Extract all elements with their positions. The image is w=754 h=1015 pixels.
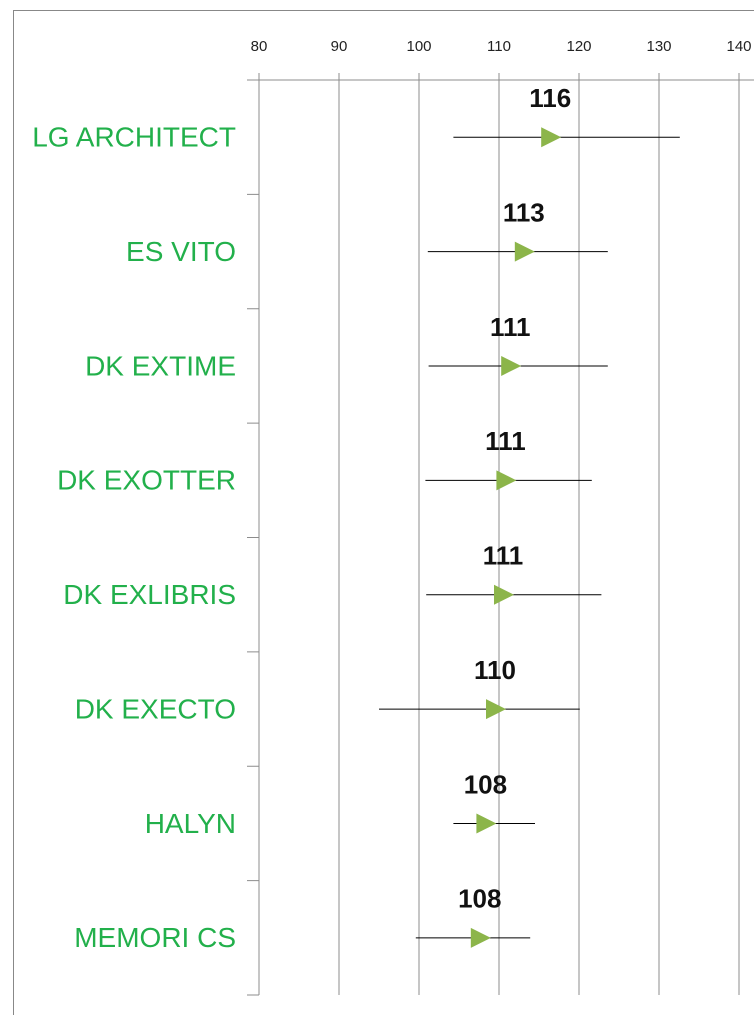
x-tick-label: 140 — [726, 38, 751, 55]
x-tick-label: 80 — [251, 38, 268, 55]
x-tick-label: 90 — [331, 38, 348, 55]
category-label: HALYN — [145, 808, 236, 839]
data-label: 110 — [474, 655, 516, 685]
data-label: 108 — [464, 769, 507, 799]
chart-border — [13, 10, 754, 1015]
x-tick-label: 120 — [566, 38, 591, 55]
marker — [470, 927, 491, 948]
category-label: DK EXECTO — [75, 693, 236, 724]
data-label: 116 — [529, 83, 571, 113]
marker — [486, 699, 506, 720]
category-label: LG ARCHITECT — [32, 122, 236, 153]
marker — [541, 127, 562, 148]
marker — [501, 355, 522, 376]
x-tick-label: 100 — [406, 38, 431, 55]
category-label: ES VITO — [126, 236, 236, 267]
marker — [496, 470, 517, 491]
category-label: MEMORI CS — [74, 922, 236, 953]
x-tick-label: 110 — [487, 38, 511, 55]
x-tick-label: 130 — [646, 38, 671, 55]
category-label: DK EXTIME — [85, 350, 236, 381]
data-label: 111 — [490, 312, 531, 342]
category-label: DK EXOTTER — [57, 465, 236, 496]
data-label: 111 — [483, 541, 524, 571]
marker — [494, 584, 514, 605]
data-label: 113 — [503, 197, 545, 227]
data-label: 108 — [458, 884, 501, 914]
category-label: DK EXLIBRIS — [63, 579, 236, 610]
marker — [514, 241, 535, 262]
data-label: 111 — [485, 426, 526, 456]
marker — [476, 813, 497, 834]
